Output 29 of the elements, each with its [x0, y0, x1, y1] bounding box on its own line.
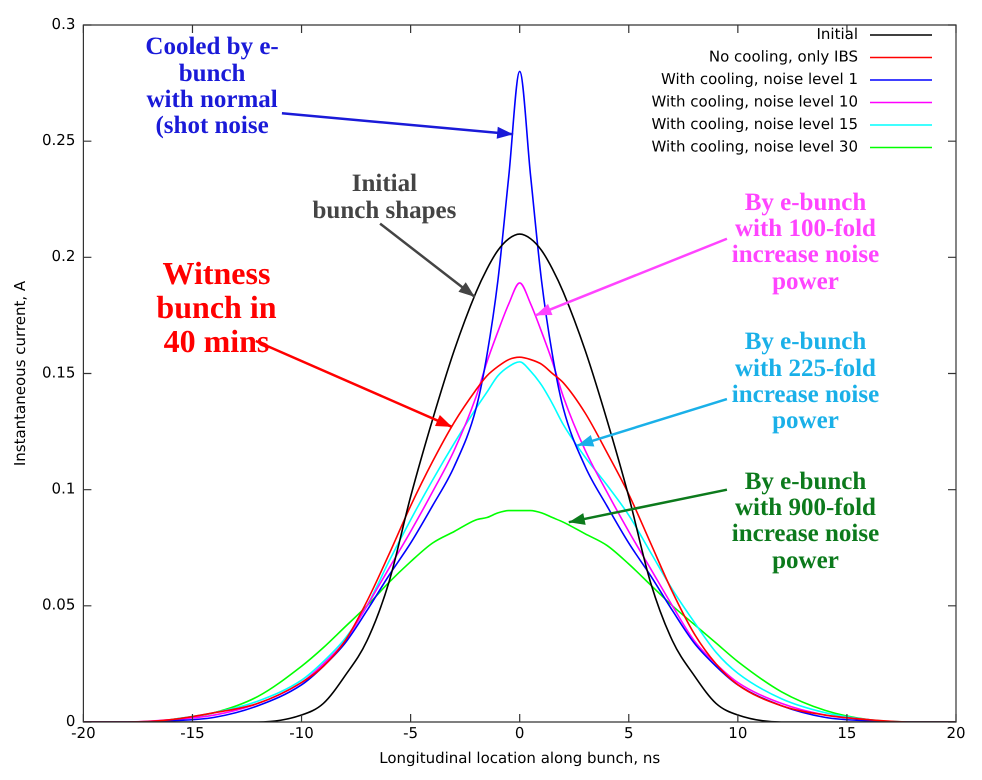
x-tick-label: -5: [403, 724, 418, 742]
annotation: By e-bunch with 900-fold increase noise power: [730, 468, 880, 574]
x-tick-label: 0: [514, 724, 524, 742]
y-tick-label: 0.1: [52, 480, 76, 498]
legend-label: Initial: [816, 24, 858, 43]
annotation: Initial bunch shapes: [312, 170, 458, 224]
x-tick-label: 15: [837, 724, 856, 742]
annotation: By e-bunch with 100-fold increase noise power: [730, 188, 880, 295]
legend-label: With cooling, noise level 10: [651, 92, 858, 110]
x-tick-label: 5: [624, 724, 634, 742]
y-tick-label: 0.15: [42, 363, 76, 382]
legend-label: No cooling, only IBS: [708, 47, 858, 66]
legend-label: With cooling, noise level 30: [651, 137, 858, 156]
x-axis-title: Longitudinal location along bunch, ns: [379, 748, 660, 767]
y-tick-label: 0.3: [52, 14, 76, 33]
y-tick-label: 0.05: [42, 596, 76, 614]
legend-label: With cooling, noise level 1: [661, 70, 858, 88]
x-tick-label: -15: [180, 724, 205, 742]
annotation: Witness bunch in 40 mins: [155, 255, 278, 359]
legend-label: With cooling, noise level 15: [651, 114, 858, 133]
y-tick-label: 0.25: [42, 131, 76, 150]
x-tick-label: -10: [289, 724, 314, 742]
y-tick-label: 0: [66, 712, 76, 730]
y-axis-title: Instantaneous current, A: [10, 280, 29, 466]
x-tick-label: 10: [728, 724, 748, 742]
y-tick-label: 0.2: [52, 247, 76, 266]
annotation: Cooled by e-bunch with normal (shot noise: [144, 33, 280, 140]
x-tick-label: 20: [946, 724, 966, 742]
annotation: By e-bunch with 225-fold increase noise power: [730, 328, 880, 434]
